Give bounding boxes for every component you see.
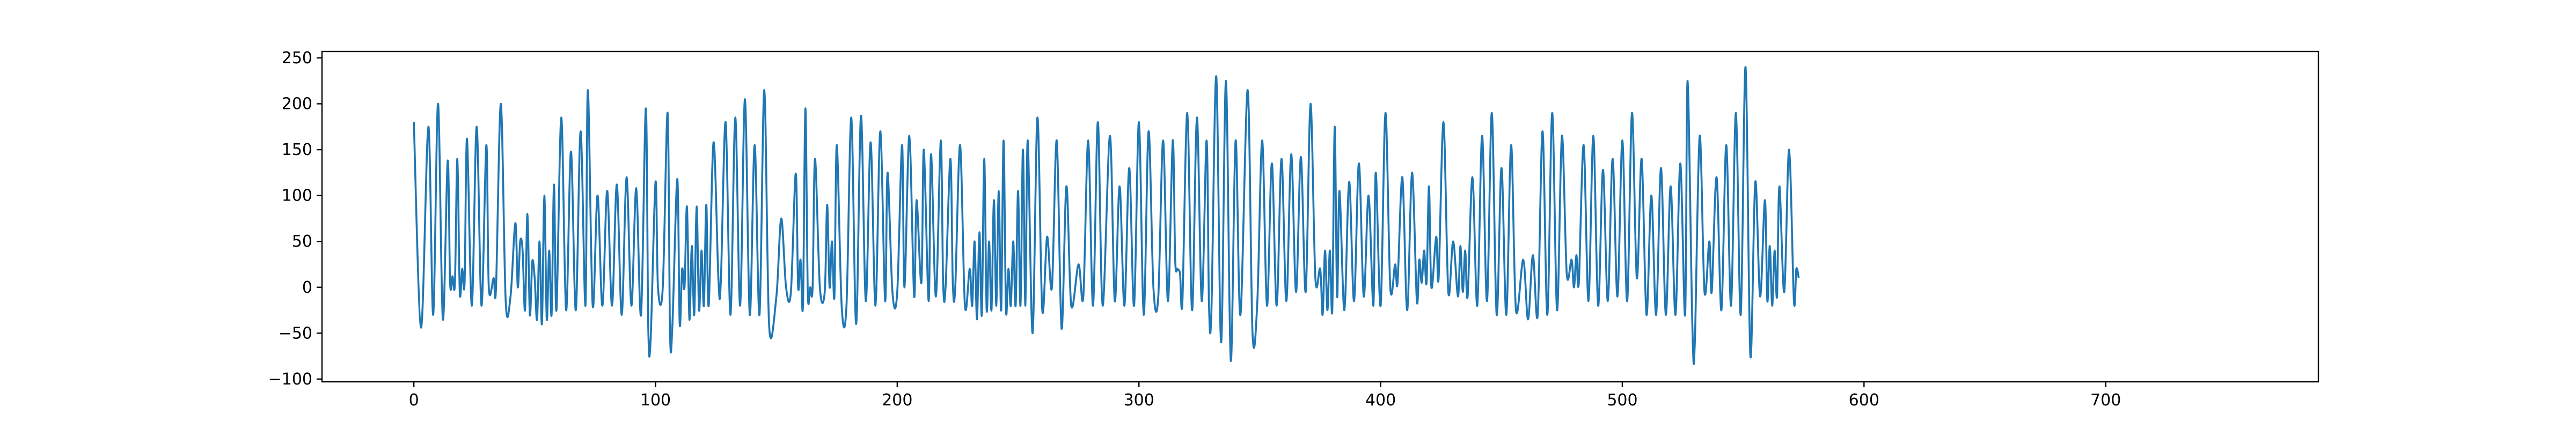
x-tick-label: 500 xyxy=(1607,391,1637,410)
x-tick-label: 600 xyxy=(1849,391,1879,410)
x-tick-label: 0 xyxy=(409,391,419,410)
y-tick-label: 100 xyxy=(282,187,312,205)
plot-area xyxy=(413,66,1800,365)
series-line xyxy=(413,66,1800,365)
plot-frame xyxy=(321,50,2319,383)
x-tick-label: 100 xyxy=(640,391,671,410)
x-tick-label: 300 xyxy=(1124,391,1154,410)
y-axis: −100 −50 0 50 100 150 200 250 xyxy=(268,49,322,389)
x-axis: 0 100 200 300 400 500 600 700 xyxy=(409,382,2121,410)
y-tick-label: 0 xyxy=(302,278,312,297)
y-tick-label: 200 xyxy=(282,95,312,114)
x-tick-label: 700 xyxy=(2090,391,2121,410)
y-tick-label: 250 xyxy=(282,49,312,68)
y-tick-label: −50 xyxy=(279,324,312,343)
y-tick-label: 150 xyxy=(282,140,312,159)
x-tick-label: 400 xyxy=(1365,391,1396,410)
x-tick-label: 200 xyxy=(882,391,912,410)
y-tick-label: 50 xyxy=(292,232,312,251)
y-tick-label: −100 xyxy=(268,370,312,389)
